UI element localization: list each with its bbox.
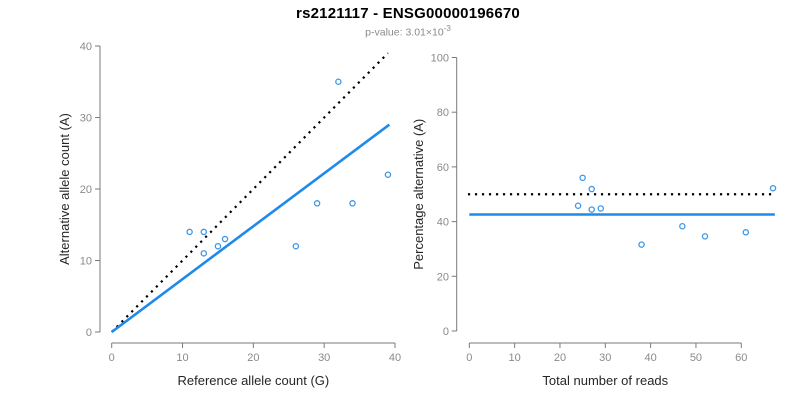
figure-header: rs2121117 - ENSG00000196670 p-value: 3.0… (0, 5, 800, 39)
y-tick-label: 80 (437, 107, 449, 119)
x-tick-label: 10 (176, 352, 188, 364)
y-tick-label: 60 (437, 162, 449, 174)
figure-subtitle: p-value: 3.01×10-3 (16, 24, 800, 39)
pvalue-text: p-value: 3.01×10 (365, 26, 444, 39)
data-point (384, 171, 392, 178)
data-point (200, 228, 208, 236)
data-point (214, 242, 222, 250)
y-tick-label: 0 (443, 326, 449, 338)
left-scatter-plot: 0 10 20 30 40 0 10 20 30 40 Reference allele count… (57, 41, 401, 388)
data-point (349, 200, 356, 207)
x-tick-label: 40 (644, 352, 656, 364)
y-tick-label: 100 (431, 53, 449, 65)
right-scatter-plot: 0 20 40 60 80 100 0 10 20 30 40 50 60 Total number of… (411, 53, 777, 388)
data-point (588, 206, 595, 213)
data-point (769, 184, 777, 192)
y-axis-title: Alternative allele count (A) (57, 113, 72, 265)
x-tick-label: 0 (109, 352, 115, 364)
x-tick-label: 40 (389, 352, 401, 364)
data-point (742, 229, 750, 236)
y-tick-label: 20 (80, 184, 92, 196)
identity-line (110, 52, 389, 333)
data-point (679, 222, 686, 230)
y-tick-label: 40 (437, 217, 449, 229)
x-axis-title: Reference allele count (G) (177, 373, 329, 388)
data-point (292, 242, 300, 250)
data-point (588, 185, 595, 193)
x-tick-label: 10 (509, 352, 521, 364)
y-tick-label: 20 (437, 271, 449, 283)
x-tick-label: 0 (466, 352, 472, 364)
x-tick-label: 30 (318, 352, 330, 364)
data-point (200, 250, 208, 257)
data-point (579, 174, 586, 182)
y-tick-label: 0 (86, 327, 92, 339)
data-point (574, 202, 582, 209)
data-point (221, 235, 229, 243)
fit-line (110, 123, 391, 334)
y-axis-title: Percentage alternative (A) (411, 119, 426, 270)
y-tick-label: 30 (80, 113, 92, 125)
x-axis-title: Total number of reads (542, 373, 668, 388)
y-tick-label: 10 (80, 256, 92, 268)
y-tick-label: 40 (80, 41, 92, 53)
x-tick-label: 30 (599, 352, 611, 364)
x-tick-label: 50 (690, 352, 702, 364)
data-point (597, 205, 605, 212)
data-point (335, 78, 342, 86)
x-tick-label: 20 (554, 352, 566, 364)
data-point (313, 200, 321, 207)
data-point (186, 228, 193, 236)
figure-title: rs2121117 - ENSG00000196670 (296, 5, 520, 22)
pvalue-exponent: -3 (443, 24, 451, 33)
x-tick-label: 20 (247, 352, 259, 364)
x-tick-label: 60 (735, 352, 747, 364)
data-point (638, 241, 645, 248)
data-point (701, 233, 709, 240)
